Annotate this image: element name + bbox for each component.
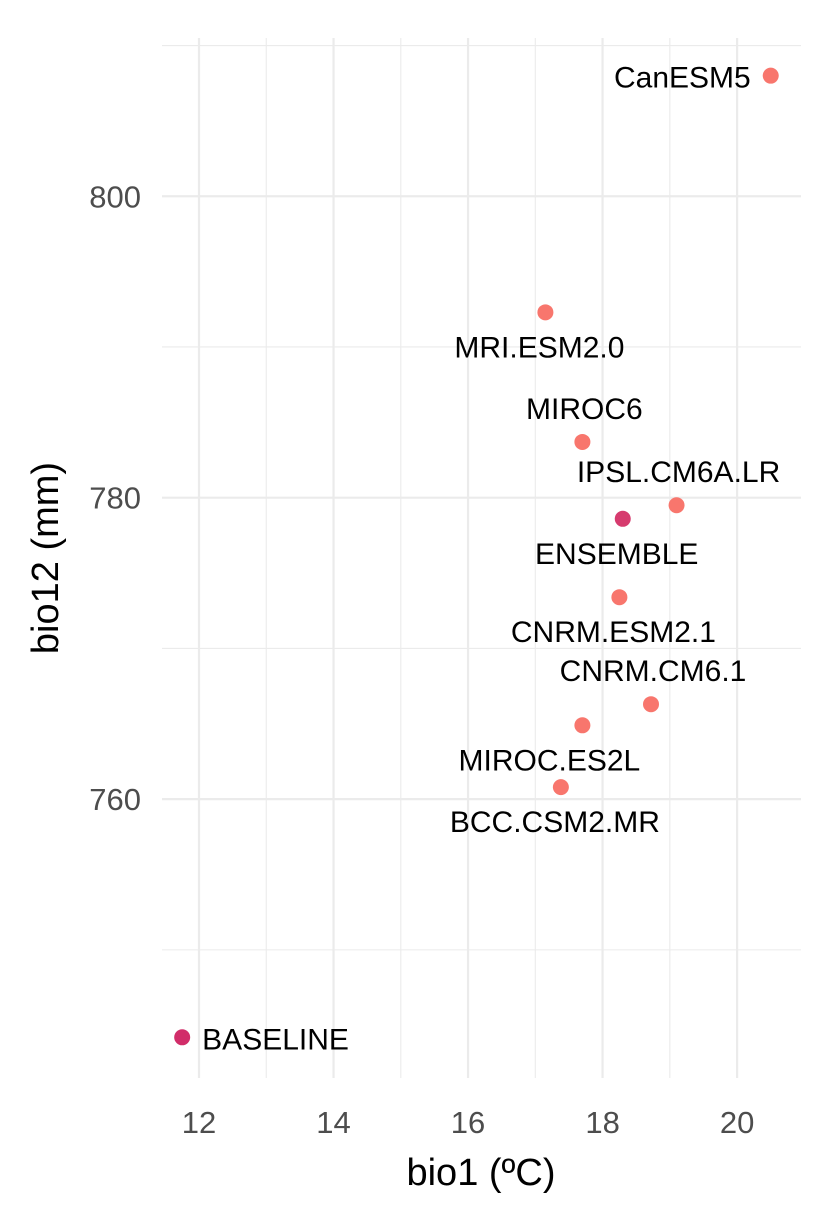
data-point bbox=[762, 67, 779, 84]
data-points bbox=[174, 67, 779, 1046]
major-gridlines bbox=[162, 38, 801, 1078]
data-point bbox=[668, 497, 685, 514]
y-tick-label: 780 bbox=[89, 481, 141, 516]
point-label: CNRM.ESM2.1 bbox=[511, 616, 716, 649]
x-tick-label: 18 bbox=[585, 1105, 619, 1140]
x-tick-label: 16 bbox=[451, 1105, 485, 1140]
point-label: CNRM.CM6.1 bbox=[560, 655, 747, 688]
point-label: MRI.ESM2.0 bbox=[454, 331, 624, 364]
x-tick-label: 12 bbox=[182, 1105, 216, 1140]
x-tick-label: 14 bbox=[316, 1105, 350, 1140]
data-point bbox=[643, 696, 660, 713]
y-tick-label: 800 bbox=[89, 179, 141, 214]
point-label: MIROC.ES2L bbox=[459, 744, 641, 777]
data-point bbox=[537, 304, 554, 321]
data-point bbox=[174, 1029, 191, 1046]
minor-gridlines bbox=[162, 38, 801, 1078]
x-axis-title: bio1 (ºC) bbox=[406, 1152, 555, 1194]
data-point bbox=[574, 433, 591, 450]
x-tick-label: 20 bbox=[720, 1105, 754, 1140]
x-tick-labels: 12 14 16 18 20 bbox=[182, 1105, 755, 1140]
data-point bbox=[552, 779, 569, 796]
point-label: MIROC6 bbox=[526, 393, 643, 426]
data-point bbox=[611, 589, 628, 606]
point-label: CanESM5 bbox=[614, 62, 751, 95]
point-label: ENSEMBLE bbox=[535, 538, 698, 571]
data-point bbox=[614, 510, 631, 527]
point-label: BCC.CSM2.MR bbox=[450, 806, 660, 839]
point-label: BASELINE bbox=[202, 1023, 349, 1056]
y-axis-title: bio12 (mm) bbox=[25, 462, 67, 654]
y-tick-labels: 760 780 800 bbox=[89, 179, 141, 817]
point-labels: CanESM5 MRI.ESM2.0 MIROC6 IPSL.CM6A.LR ENSEM… bbox=[202, 62, 780, 1057]
point-label: IPSL.CM6A.LR bbox=[577, 456, 780, 489]
y-tick-label: 760 bbox=[89, 782, 141, 817]
data-point bbox=[574, 717, 591, 734]
